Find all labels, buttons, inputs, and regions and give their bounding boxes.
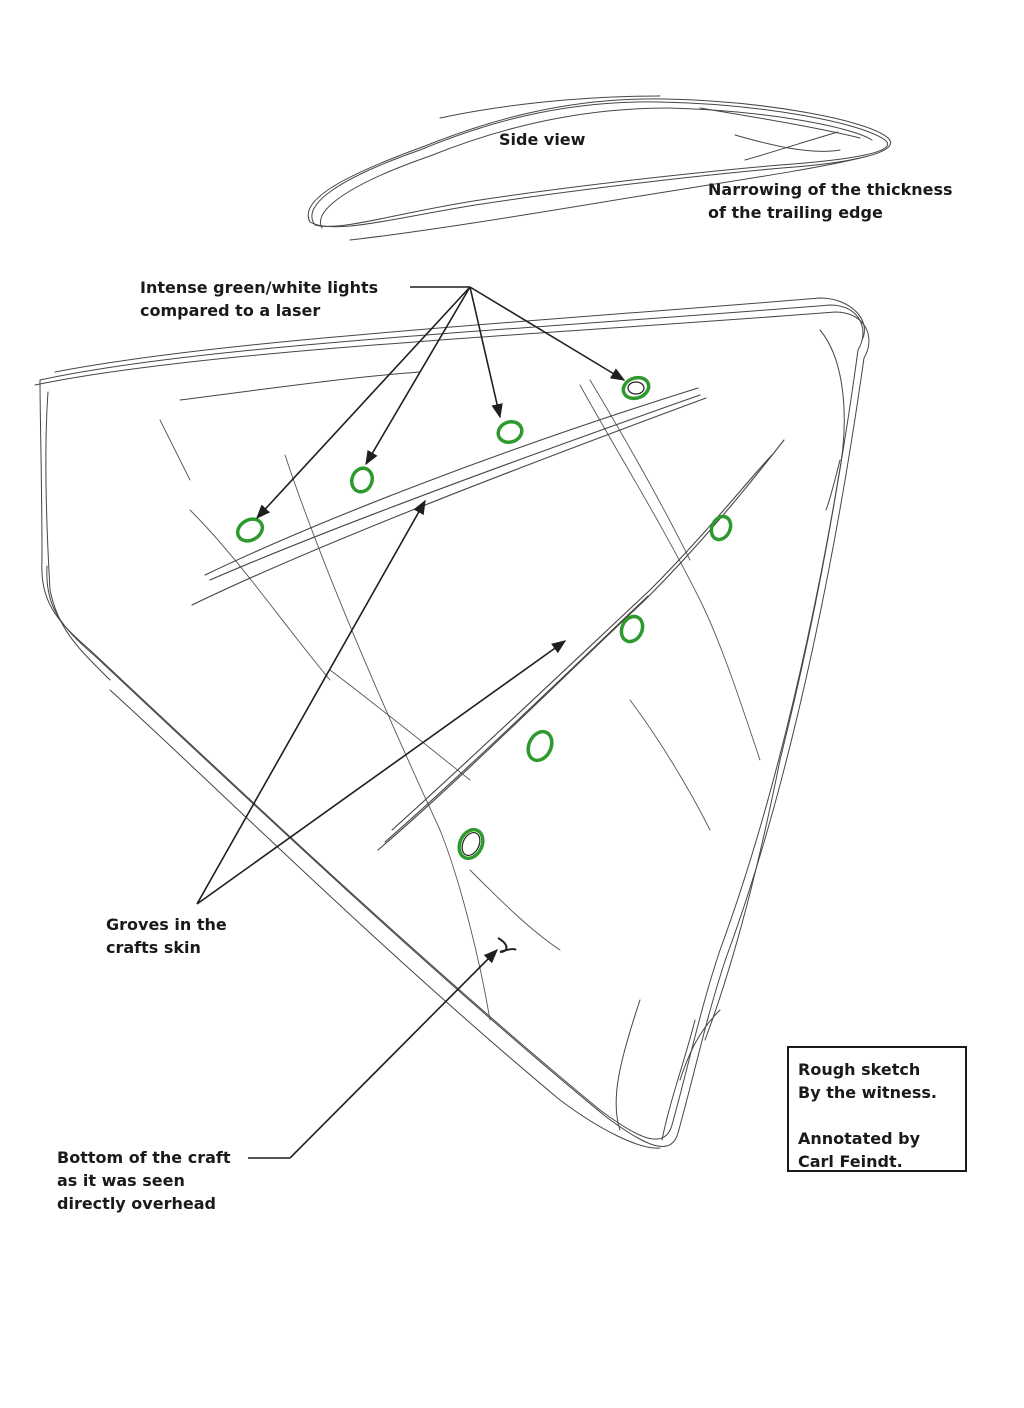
side-view-outline: [307, 95, 891, 241]
green-light-outline: [461, 832, 481, 856]
green-light: [457, 827, 485, 861]
credit-box: Rough sketch By the witness. Annotated b…: [787, 1046, 967, 1172]
leader-lines: [196, 286, 626, 1159]
grooves-label: Groves in the crafts skin: [106, 913, 227, 959]
grooves-line-1: Groves in the: [106, 915, 227, 934]
credit-sketch: Rough sketch By the witness.: [798, 1058, 965, 1104]
side-view-text: Side view: [499, 130, 586, 149]
green-light: [349, 466, 375, 494]
bottom-line-2: as it was seen: [57, 1171, 185, 1190]
lights-arrow: [469, 286, 626, 381]
green-light: [496, 419, 524, 445]
bottom-arrow: [289, 948, 499, 1159]
trailing-edge-line-2: of the trailing edge: [708, 203, 883, 222]
grooves-arrow: [196, 499, 426, 905]
groove-upper: [191, 387, 707, 606]
green-light-outline: [627, 381, 645, 395]
green-light: [621, 375, 651, 401]
trailing-edge-label: Narrowing of the thickness of the traili…: [708, 178, 953, 224]
bottom-line-1: Bottom of the craft: [57, 1148, 231, 1167]
bottom-line-3: directly overhead: [57, 1194, 216, 1213]
green-light: [709, 514, 733, 542]
lights-arrow: [256, 286, 471, 520]
green-light: [235, 517, 265, 543]
groove-lower: [377, 439, 785, 851]
lights-line-2: compared to a laser: [140, 301, 321, 320]
grooves-arrow: [196, 640, 567, 905]
trailing-edge-line-1: Narrowing of the thickness: [708, 180, 953, 199]
credit-line-3: Annotated by: [798, 1129, 921, 1148]
green-light: [619, 614, 645, 644]
lights-arrow: [469, 286, 503, 419]
credit-line-2: By the witness.: [798, 1083, 937, 1102]
triangle-outline: [34, 297, 870, 1149]
lights-label: Intense green/white lights compared to a…: [140, 276, 378, 322]
green-lights: [235, 375, 733, 861]
side-view-label: Side view: [499, 128, 585, 151]
lights-line-1: Intense green/white lights: [140, 278, 379, 297]
green-light: [526, 729, 554, 763]
grooves-line-2: crafts skin: [106, 938, 201, 957]
credit-line-4: Carl Feindt.: [798, 1152, 903, 1171]
credit-line-1: Rough sketch: [798, 1060, 921, 1079]
credit-annotation: Annotated by Carl Feindt.: [798, 1127, 965, 1173]
internal-lines: [159, 379, 761, 1021]
lights-arrow: [365, 286, 471, 466]
bottom-mark: [497, 937, 517, 953]
bottom-label: Bottom of the craft as it was seen direc…: [57, 1146, 230, 1215]
credit-spacer: [798, 1104, 965, 1127]
